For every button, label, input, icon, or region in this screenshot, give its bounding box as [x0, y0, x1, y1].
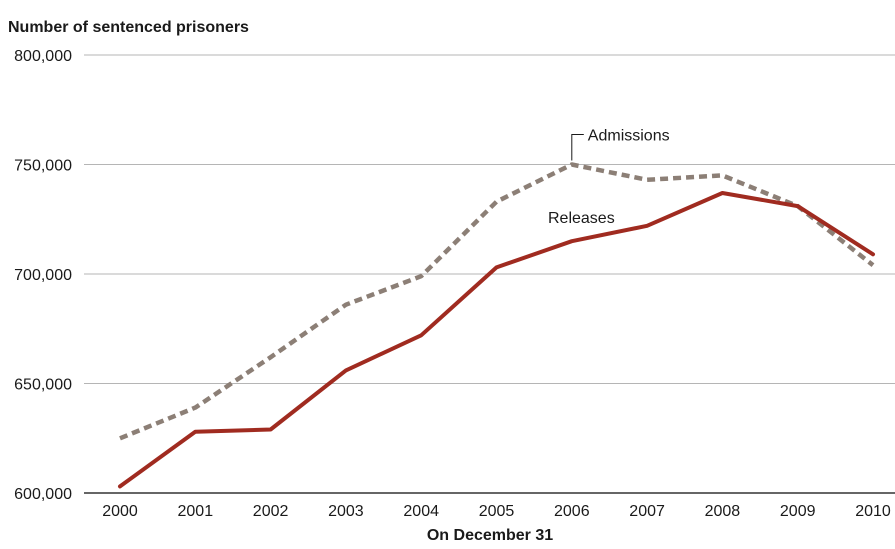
- x-tick-label: 2007: [629, 503, 665, 520]
- admissions-label: Admissions: [588, 128, 670, 145]
- x-tick-label: 2000: [102, 503, 138, 520]
- x-tick-label: 2004: [403, 503, 439, 520]
- x-tick-labels: 2000 2001 2002 2003 2004 2005 2006 2007 2008 2009…: [102, 503, 891, 520]
- series-line-releases: [118, 191, 875, 489]
- y-tick-label: 700,000: [14, 267, 72, 284]
- y-tick-label: 750,000: [14, 158, 72, 175]
- x-tick-label: 2010: [855, 503, 891, 520]
- x-tick-label: 2002: [253, 503, 289, 520]
- y-tick-labels: 600,000 650,000 700,000 750,000 800,000: [14, 48, 72, 503]
- releases-label: Releases: [548, 210, 615, 227]
- y-tick-label: 600,000: [14, 486, 72, 503]
- series-line-admissions: [119, 162, 875, 441]
- series-lines: [118, 162, 875, 489]
- x-tick-label: 2009: [780, 503, 816, 520]
- y-axis-title: Number of sentenced prisoners: [8, 19, 249, 36]
- y-tick-label: 650,000: [14, 377, 72, 394]
- admissions-leader-line: [571, 134, 584, 161]
- y-tick-label: 800,000: [14, 48, 72, 65]
- x-axis-title: On December 31: [427, 527, 553, 544]
- x-tick-label: 2003: [328, 503, 364, 520]
- x-tick-label: 2001: [178, 503, 214, 520]
- x-tick-label: 2005: [479, 503, 515, 520]
- x-tick-label: 2006: [554, 503, 590, 520]
- x-tick-label: 2008: [705, 503, 741, 520]
- series-labels: Admissions Releases: [548, 128, 670, 228]
- gridlines: [84, 54, 895, 384]
